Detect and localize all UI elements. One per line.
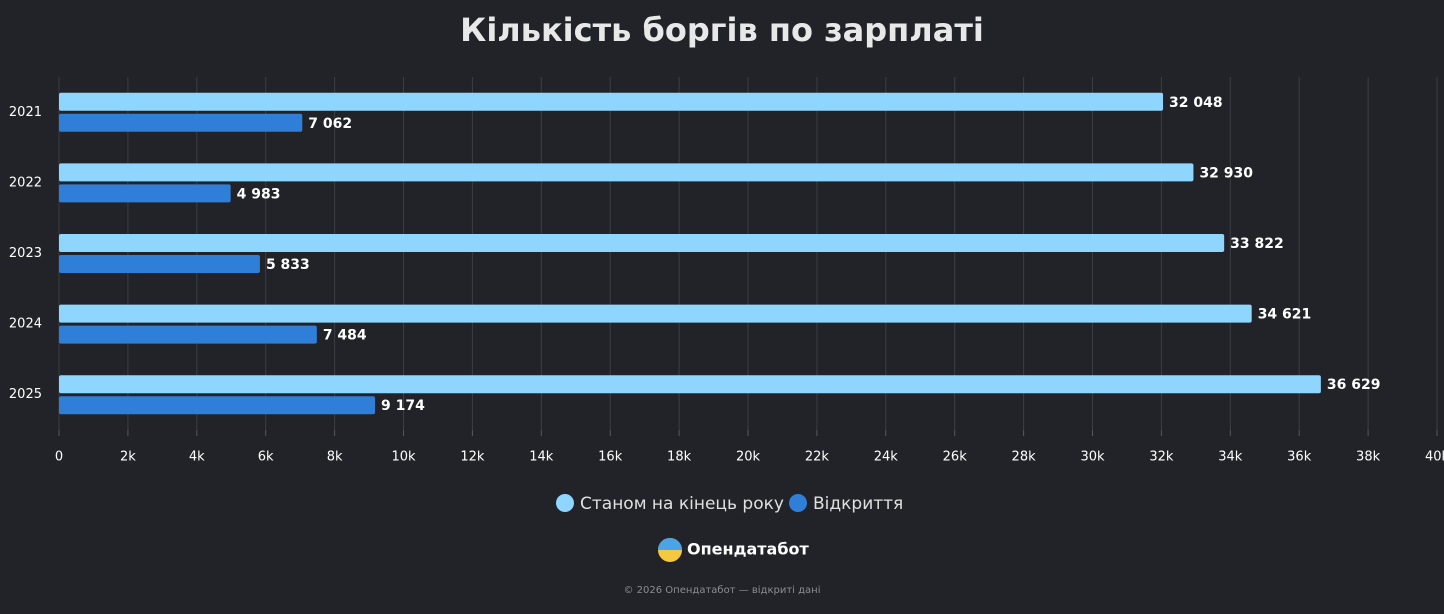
logo-icon-top xyxy=(658,538,682,550)
x-tick-label: 8k xyxy=(327,450,343,465)
y-tick-label: 2023 xyxy=(9,246,42,261)
x-tick-label: 36k xyxy=(1287,450,1312,465)
y-tick-label: 2025 xyxy=(9,387,42,402)
bar xyxy=(59,113,303,132)
x-tick-label: 0 xyxy=(55,450,63,465)
x-tick-label: 4k xyxy=(189,450,205,465)
x-tick-label: 24k xyxy=(874,450,899,465)
x-tick-label: 6k xyxy=(258,450,274,465)
bar xyxy=(59,255,260,273)
bar xyxy=(59,396,376,415)
chart-title: Кількість боргів по зарплаті xyxy=(460,11,984,49)
value-label: 36 629 xyxy=(1327,377,1381,393)
x-tick-label: 12k xyxy=(460,450,485,465)
logo-text: Опендатабот xyxy=(687,540,810,559)
x-tick-label: 38k xyxy=(1356,450,1381,465)
bar xyxy=(59,184,231,203)
bar xyxy=(59,375,1321,394)
value-label: 32 048 xyxy=(1169,95,1223,111)
x-tick-label: 34k xyxy=(1218,450,1243,465)
value-label: 7 062 xyxy=(308,116,352,132)
footer: © 2026 Опендатабот — відкриті дані xyxy=(624,584,821,596)
x-tick-label: 30k xyxy=(1080,450,1105,465)
x-tick-label: 26k xyxy=(943,450,968,465)
bar xyxy=(59,92,1164,111)
x-tick-label: 16k xyxy=(598,450,623,465)
value-label: 4 983 xyxy=(237,186,281,202)
x-tick-label: 22k xyxy=(805,450,830,465)
bar xyxy=(59,325,317,344)
x-tick-label: 14k xyxy=(529,450,554,465)
x-tick-label: 40k xyxy=(1425,450,1444,465)
legend-marker xyxy=(556,494,574,512)
value-label: 5 833 xyxy=(266,257,310,273)
x-tick-label: 2k xyxy=(120,450,136,465)
legend-label: Станом на кінець року xyxy=(580,494,784,514)
x-tick-label: 18k xyxy=(667,450,692,465)
y-tick-label: 2021 xyxy=(9,105,42,120)
bar xyxy=(59,304,1252,323)
legend-marker xyxy=(789,494,807,512)
value-label: 32 930 xyxy=(1199,165,1253,181)
y-tick-label: 2022 xyxy=(9,175,42,190)
value-label: 9 174 xyxy=(381,398,425,414)
x-tick-label: 28k xyxy=(1012,450,1037,465)
bar xyxy=(59,163,1194,182)
value-label: 7 484 xyxy=(323,328,367,344)
x-tick-label: 32k xyxy=(1149,450,1174,465)
value-label: 34 621 xyxy=(1258,307,1312,323)
bar xyxy=(59,234,1225,252)
x-tick-label: 20k xyxy=(736,450,761,465)
legend-label: Відкриття xyxy=(813,494,903,514)
value-label: 33 822 xyxy=(1230,236,1284,252)
y-tick-label: 2024 xyxy=(9,317,42,332)
x-tick-label: 10k xyxy=(391,450,416,465)
